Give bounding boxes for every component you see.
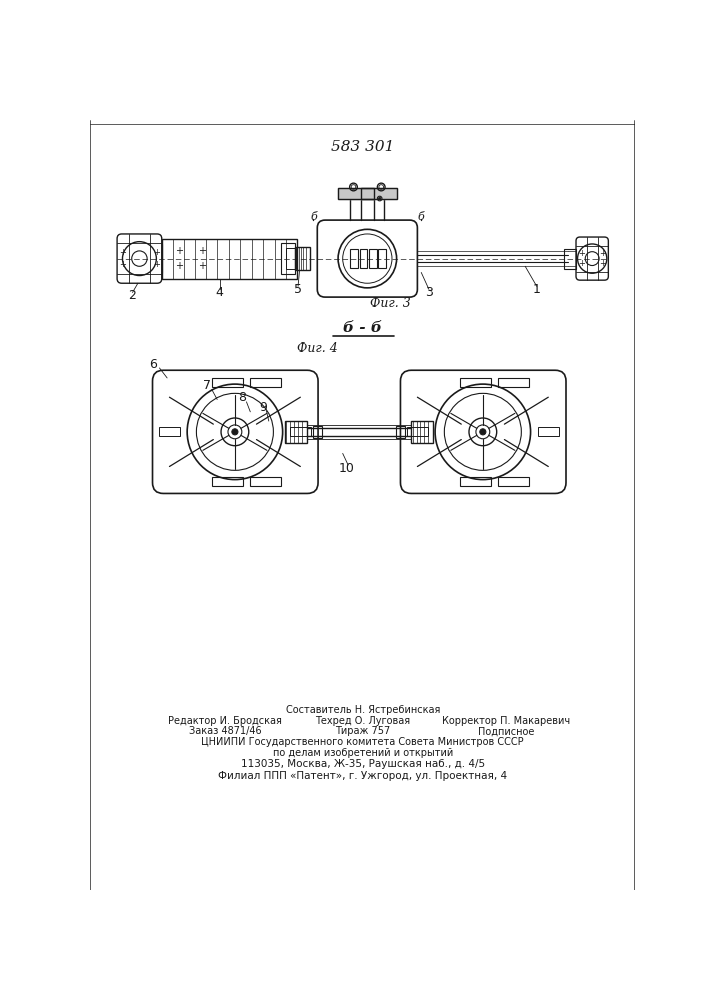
Bar — [338, 188, 373, 199]
Text: +: + — [198, 261, 206, 271]
Text: 113035, Москва, Ж-35, Раушская наб., д. 4/5: 113035, Москва, Ж-35, Раушская наб., д. … — [240, 759, 485, 769]
Bar — [295, 247, 310, 270]
Bar — [396, 426, 405, 438]
Text: 8: 8 — [238, 391, 247, 404]
Bar — [285, 421, 307, 443]
Circle shape — [480, 429, 486, 435]
Polygon shape — [361, 188, 397, 199]
Text: 7: 7 — [203, 379, 211, 392]
Bar — [498, 477, 529, 486]
Circle shape — [232, 429, 238, 435]
Text: Составитель Н. Ястребинская: Составитель Н. Ястребинская — [286, 705, 440, 715]
Text: по делам изобретений и открытий: по делам изобретений и открытий — [273, 748, 453, 758]
Bar — [281, 243, 295, 274]
Circle shape — [378, 197, 381, 200]
Text: Фиг. 3: Фиг. 3 — [370, 297, 411, 310]
Text: +: + — [119, 248, 126, 257]
Text: +: + — [175, 246, 182, 256]
Bar — [378, 249, 386, 268]
Bar — [460, 477, 491, 486]
Text: 2: 2 — [129, 289, 136, 302]
Bar — [369, 249, 377, 268]
Bar — [537, 427, 559, 436]
Bar — [312, 426, 322, 438]
Text: 4: 4 — [216, 286, 223, 299]
Polygon shape — [338, 188, 373, 199]
Bar — [250, 477, 281, 486]
Text: +: + — [175, 261, 182, 271]
Bar — [407, 427, 428, 436]
Text: б: б — [310, 212, 317, 222]
Bar — [351, 249, 358, 268]
Text: Подписное: Подписное — [478, 726, 534, 736]
Bar — [360, 249, 368, 268]
Text: +: + — [153, 248, 160, 257]
Text: +: + — [153, 260, 160, 269]
Text: 583 301: 583 301 — [331, 140, 395, 154]
Text: Корректор П. Макаревич: Корректор П. Макаревич — [442, 716, 570, 726]
Bar — [162, 239, 296, 279]
Text: Тираж 757: Тираж 757 — [335, 726, 390, 736]
Text: Техред О. Луговая: Техред О. Луговая — [315, 716, 410, 726]
Bar — [460, 378, 491, 387]
Text: 9: 9 — [259, 401, 267, 414]
Bar — [212, 477, 243, 486]
Text: б: б — [418, 212, 425, 222]
Text: +: + — [600, 259, 607, 268]
Bar — [212, 378, 243, 387]
Text: +: + — [578, 249, 585, 258]
Text: +: + — [600, 249, 607, 258]
Bar — [250, 378, 281, 387]
Text: 3: 3 — [425, 286, 433, 299]
Bar — [290, 427, 311, 436]
Text: Редактор И. Бродская: Редактор И. Бродская — [168, 716, 282, 726]
Bar — [361, 188, 397, 199]
Text: ЦНИИПИ Государственного комитета Совета Министров СССР: ЦНИИПИ Государственного комитета Совета … — [201, 737, 524, 747]
Text: Филиал ППП «Патент», г. Ужгород, ул. Проектная, 4: Филиал ППП «Патент», г. Ужгород, ул. Про… — [218, 771, 508, 781]
Text: б - б: б - б — [344, 321, 382, 335]
Bar — [498, 378, 529, 387]
Bar — [158, 427, 180, 436]
Bar — [286, 248, 296, 269]
Text: 6: 6 — [149, 358, 157, 371]
Text: +: + — [198, 246, 206, 256]
Text: +: + — [578, 259, 585, 268]
Text: 10: 10 — [339, 462, 354, 475]
Text: Фиг. 4: Фиг. 4 — [297, 342, 338, 355]
Bar — [411, 421, 433, 443]
Text: 1: 1 — [533, 283, 541, 296]
Text: Заказ 4871/46: Заказ 4871/46 — [189, 726, 261, 736]
Text: 5: 5 — [294, 283, 302, 296]
Text: +: + — [119, 260, 126, 269]
Bar — [563, 249, 576, 269]
